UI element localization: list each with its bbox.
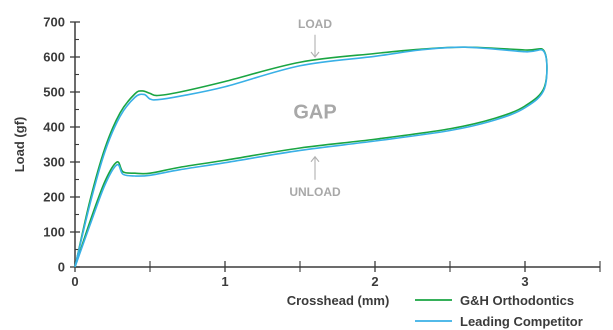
- y-tick-label: 600: [43, 50, 65, 65]
- legend-label: Leading Competitor: [460, 314, 583, 329]
- x-axis-title: Crosshead (mm): [287, 293, 390, 308]
- y-tick-label: 200: [43, 190, 65, 205]
- y-tick-label: 300: [43, 155, 65, 170]
- x-tick-label: 1: [221, 274, 228, 289]
- series-group: [74, 46, 548, 268]
- annotation-arrow-head: [310, 51, 320, 58]
- annotation-arrow-head: [310, 155, 320, 163]
- x-tick-label: 3: [521, 274, 528, 289]
- annotations: LOAD GAP UNLOAD: [289, 17, 341, 199]
- annotation-gap: GAP: [293, 102, 336, 124]
- y-tick-label: 400: [43, 120, 65, 135]
- x-tick-label: 0: [71, 274, 78, 289]
- y-tick-label: 500: [43, 85, 65, 100]
- legend-label: G&H Orthodontics: [460, 293, 574, 308]
- legend: G&H Orthodontics Leading Competitor: [415, 293, 583, 329]
- annotation-load: LOAD: [298, 17, 332, 31]
- y-axis-title: Load (gf): [12, 117, 27, 173]
- series-line-1: [74, 46, 548, 268]
- y-tick-label: 700: [43, 15, 65, 30]
- y-tick-label: 100: [43, 225, 65, 240]
- axes: 0 100 200 300 400 500 600 700 0 1 2 3 Load (gf) Cross…: [12, 15, 601, 308]
- annotation-unload: UNLOAD: [289, 185, 341, 199]
- x-tick-label: 2: [371, 274, 378, 289]
- y-tick-label: 0: [58, 260, 65, 275]
- series-line-2: [74, 46, 548, 268]
